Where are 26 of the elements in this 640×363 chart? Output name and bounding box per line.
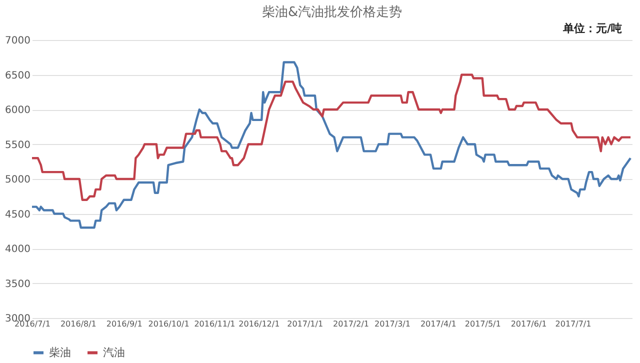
x-tick-label: 2016/10/1 [148, 320, 190, 328]
x-tick-label: 2016/9/1 [106, 320, 142, 328]
x-tick-label: 2017/3/1 [374, 320, 410, 328]
x-tick-label: 2017/2/1 [333, 320, 369, 328]
legend-label: 汽油 [103, 346, 125, 359]
y-tick-label: 7000 [5, 36, 30, 46]
x-tick-label: 2016/8/1 [60, 320, 96, 328]
x-tick-label: 2017/7/1 [555, 320, 592, 328]
x-tick-label: 2016/12/1 [238, 320, 280, 328]
legend-label: 柴油 [49, 346, 71, 359]
x-tick-label: 2017/6/1 [510, 320, 547, 328]
y-tick-label: 4500 [5, 209, 30, 220]
x-tick-label: 2016/11/1 [194, 320, 236, 328]
chart-title: 柴油&汽油批发价格走势 [262, 5, 402, 20]
y-tick-label: 5500 [5, 140, 30, 151]
y-tick-label: 3500 [5, 278, 30, 290]
y-tick-label: 6500 [5, 70, 30, 82]
y-tick-label: 4000 [5, 244, 30, 255]
x-tick-label: 2017/5/1 [464, 320, 501, 328]
x-tick-label: 2017/1/1 [287, 320, 324, 328]
line-series [30, 74, 632, 201]
text: 单位：元/吨 [562, 22, 622, 35]
line-series [30, 61, 632, 229]
y-tick-label: 5000 [5, 174, 30, 186]
x-tick-label: 2017/4/1 [420, 320, 456, 328]
y-tick-label: 6000 [5, 105, 30, 116]
